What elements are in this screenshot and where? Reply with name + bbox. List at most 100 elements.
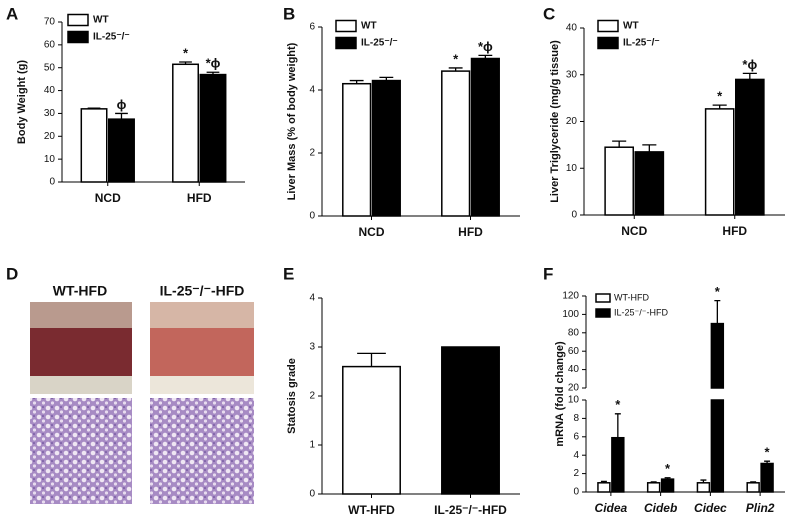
bar bbox=[746, 482, 760, 493]
bar bbox=[710, 399, 725, 493]
y-tick-label: 4 bbox=[309, 85, 315, 96]
legend-swatch bbox=[595, 308, 611, 318]
photo-edge bbox=[30, 302, 132, 328]
error-bar bbox=[115, 112, 128, 120]
y-axis-label: Liver Mass (% of body weight) bbox=[286, 42, 298, 200]
y-tick-label: 2 bbox=[309, 391, 315, 402]
bar bbox=[441, 346, 500, 495]
legend-label: IL-25⁻/⁻-HFD bbox=[614, 307, 669, 317]
error-bar bbox=[600, 480, 607, 483]
error-bar bbox=[650, 481, 657, 483]
panel-label: F bbox=[543, 264, 553, 283]
x-tick-label: NCD bbox=[621, 224, 647, 238]
error-bar bbox=[478, 54, 493, 59]
error-bar bbox=[179, 61, 192, 65]
legend-swatch bbox=[597, 36, 619, 50]
y-tick-label: 40 bbox=[566, 23, 578, 34]
annotation: * bbox=[665, 461, 671, 476]
x-tick-label: Cideb bbox=[644, 501, 677, 515]
y-tick-label: 2 bbox=[573, 468, 579, 479]
error-bar bbox=[712, 104, 727, 109]
y-tick-label: 20 bbox=[566, 116, 578, 127]
error-bar bbox=[612, 140, 627, 148]
bar bbox=[646, 482, 661, 493]
x-tick-label: IL-25⁻/⁻-HFD bbox=[434, 503, 507, 517]
y-tick-label: 30 bbox=[566, 69, 578, 80]
bar bbox=[597, 482, 611, 493]
x-tick-label: NCD bbox=[95, 191, 121, 205]
histology-image bbox=[30, 398, 132, 504]
annotation: * bbox=[765, 445, 771, 460]
legend-swatch bbox=[67, 13, 89, 27]
histology-label: WT-HFD bbox=[53, 283, 107, 299]
annotation: * bbox=[715, 284, 721, 299]
annotation: * bbox=[453, 51, 459, 66]
y-tick-label: 0 bbox=[571, 210, 577, 221]
y-tick-label: 10 bbox=[566, 163, 578, 174]
y-tick-label: 0 bbox=[309, 211, 315, 222]
x-tick-label: HFD bbox=[187, 191, 212, 205]
histology-image bbox=[150, 398, 254, 504]
bar bbox=[441, 70, 471, 217]
bar bbox=[342, 365, 401, 495]
bar bbox=[172, 63, 200, 183]
y-tick-label: 40 bbox=[44, 85, 56, 96]
histology-images bbox=[30, 302, 254, 504]
legend-swatch bbox=[335, 36, 357, 50]
bar bbox=[199, 73, 227, 183]
panel-label: C bbox=[543, 4, 555, 23]
legend-label: IL-25⁻/⁻ bbox=[361, 38, 398, 49]
y-tick-label: 80 bbox=[568, 327, 580, 338]
error-bar bbox=[206, 71, 220, 75]
y-tick-label: 6 bbox=[573, 431, 579, 442]
bar bbox=[611, 436, 625, 493]
annotation: *ϕ bbox=[742, 57, 757, 72]
error-bar bbox=[357, 352, 386, 367]
bar bbox=[80, 108, 108, 183]
bar bbox=[470, 57, 500, 217]
error-bar bbox=[714, 299, 721, 324]
annotation: *ϕ bbox=[478, 39, 493, 54]
y-tick-label: 50 bbox=[44, 62, 56, 73]
legend-label: WT bbox=[623, 21, 639, 32]
annotation: * bbox=[615, 397, 621, 412]
y-tick-label: 30 bbox=[44, 108, 56, 119]
bar bbox=[710, 322, 725, 389]
x-tick-label: Cidea bbox=[595, 501, 628, 515]
error-bar bbox=[379, 76, 394, 81]
error-bar bbox=[349, 79, 364, 84]
x-tick-label: NCD bbox=[359, 225, 385, 239]
y-tick-label: 100 bbox=[562, 309, 579, 320]
x-tick-label: HFD bbox=[722, 224, 747, 238]
y-axis-label: Body Weight (g) bbox=[16, 60, 28, 144]
y-tick-label: 20 bbox=[568, 383, 580, 394]
error-bar bbox=[642, 144, 657, 152]
bar bbox=[696, 482, 711, 493]
x-tick-label: WT-HFD bbox=[348, 503, 395, 517]
x-tick-label: Plin2 bbox=[746, 501, 775, 515]
annotation: *ϕ bbox=[206, 56, 221, 71]
y-tick-label: 4 bbox=[573, 450, 579, 461]
legend-swatch bbox=[597, 19, 619, 33]
y-tick-label: 8 bbox=[573, 413, 579, 424]
y-tick-label: 60 bbox=[568, 346, 580, 357]
legend-label: WT bbox=[361, 21, 377, 32]
y-tick-label: 60 bbox=[44, 39, 56, 50]
y-axis-label: mRNA (fold change) bbox=[554, 341, 566, 447]
bar bbox=[108, 118, 135, 183]
error-bar bbox=[750, 481, 757, 483]
y-tick-label: 3 bbox=[309, 342, 315, 353]
y-tick-label: 70 bbox=[44, 17, 56, 28]
annotation: * bbox=[717, 89, 723, 104]
y-tick-label: 120 bbox=[562, 291, 579, 302]
error-bar bbox=[700, 479, 707, 483]
y-tick-label: 0 bbox=[573, 487, 579, 498]
legend-label: WT-HFD bbox=[614, 292, 649, 302]
bar bbox=[760, 462, 774, 493]
annotation: * bbox=[183, 45, 189, 60]
photo-edge bbox=[150, 376, 254, 394]
panel-label: E bbox=[283, 264, 294, 283]
y-tick-label: 6 bbox=[309, 22, 315, 33]
y-tick-label: 40 bbox=[568, 364, 580, 375]
x-tick-label: Cidec bbox=[694, 501, 727, 515]
